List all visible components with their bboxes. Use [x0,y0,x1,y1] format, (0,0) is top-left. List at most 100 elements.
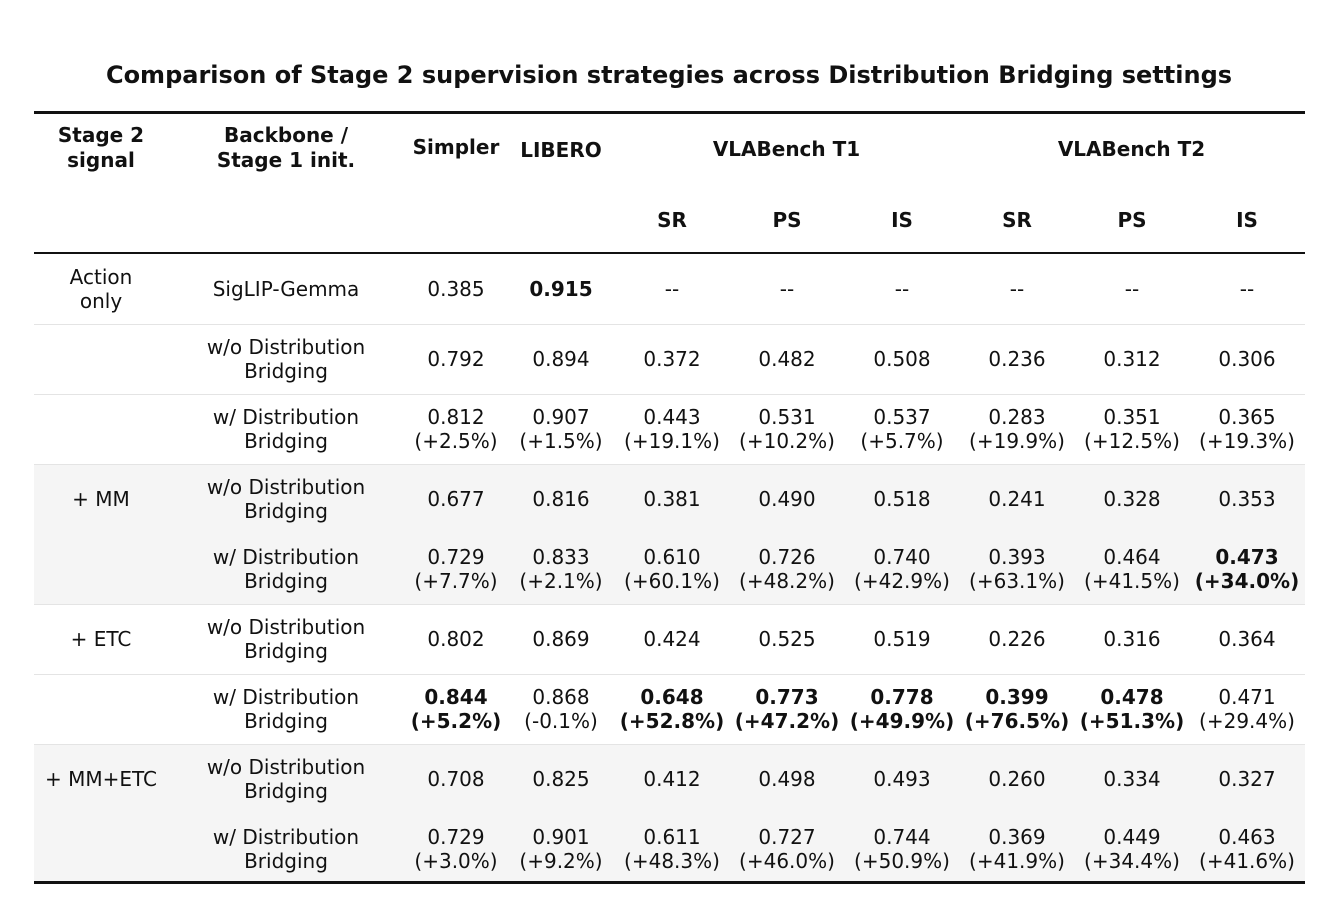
row-signal-line: only [79,289,123,313]
value-t2-is-line: 0.353 [1218,487,1276,511]
row-backbone-line: SigLIP-Gemma [212,277,360,301]
value-t2-sr: 0.236 [959,324,1075,394]
value-simpler-line: 0.729 [427,545,485,569]
value-t1-ps-line: 0.498 [758,767,816,791]
value-t1-sr: 0.372 [614,324,730,394]
row-signal-line: Action [69,265,133,289]
value-t1-is-line: -- [894,277,910,301]
row-backbone: SigLIP-Gemma [186,254,386,324]
value-t2-sr-line: 0.241 [988,487,1046,511]
value-libero-line: (+2.1%) [519,569,603,593]
value-t2-is: 0.471 (+29.4%) [1189,674,1305,744]
value-t2-ps: 0.334 [1074,744,1190,814]
value-t1-ps: 0.531 (+10.2%) [729,394,845,464]
header-t2-sr: SR [1002,208,1032,232]
value-libero: 0.816 [503,464,619,534]
table-row: + MM+ETC w/o Distribution Bridging 0.708 0.8… [34,744,1305,814]
row-backbone-line: Bridging [244,499,328,523]
value-t1-is-line: 0.537 [873,405,931,429]
value-t2-sr: 0.241 [959,464,1075,534]
header-simpler: Simpler [412,135,500,159]
header-t2-ps: PS [1117,208,1147,232]
bottom-rule [34,881,1305,884]
value-t2-is-line: (+34.0%) [1194,569,1300,593]
value-simpler-line: 0.729 [427,825,485,849]
row-backbone-line: Bridging [244,779,328,803]
value-libero: 0.901 (+9.2%) [503,814,619,884]
value-simpler-line: 0.708 [427,767,485,791]
value-libero-line: 0.868 [532,685,590,709]
value-t1-sr-line: 0.611 [643,825,701,849]
value-t1-sr: 0.424 [614,604,730,674]
value-simpler-line: 0.812 [427,405,485,429]
value-t1-is-line: 0.519 [873,627,931,651]
value-t2-sr: 0.226 [959,604,1075,674]
value-simpler-line: (+2.5%) [414,429,498,453]
value-t2-sr-line: (+76.5%) [964,709,1070,733]
value-t1-is-line: (+42.9%) [854,569,950,593]
value-t1-sr-line: 0.412 [643,767,701,791]
value-t1-is-line: 0.493 [873,767,931,791]
value-t2-sr: -- [959,254,1075,324]
value-libero-line: 0.869 [532,627,590,651]
value-t2-is: -- [1189,254,1305,324]
value-t2-ps-line: 0.316 [1103,627,1161,651]
value-t2-ps-line: 0.449 [1103,825,1161,849]
table-row: w/ Distribution Bridging 0.729 (+3.0%) 0.901… [34,814,1305,884]
value-t1-is-line: 0.508 [873,347,931,371]
value-t1-is: 0.508 [844,324,960,394]
value-t1-ps: 0.727 (+46.0%) [729,814,845,884]
table-row: w/ Distribution Bridging 0.844 (+5.2%) 0.868… [34,674,1305,744]
value-t1-is: 0.778 (+49.9%) [844,674,960,744]
value-simpler-line: 0.792 [427,347,485,371]
value-libero-line: 0.907 [532,405,590,429]
header-stage2-signal: Stage 2 signal [34,123,168,173]
top-rule [34,111,1305,114]
value-simpler-line: (+5.2%) [410,709,502,733]
value-t2-is: 0.306 [1189,324,1305,394]
row-backbone-line: w/o Distribution [206,475,366,499]
row-backbone-line: Bridging [244,639,328,663]
value-simpler: 0.792 [398,324,514,394]
value-libero: 0.869 [503,604,619,674]
value-t1-ps-line: (+46.0%) [739,849,835,873]
value-t1-ps-line: 0.726 [758,545,816,569]
value-simpler-line: (+3.0%) [414,849,498,873]
value-simpler: 0.729 (+7.7%) [398,534,514,604]
value-t2-is-line: 0.471 [1218,685,1276,709]
row-backbone-line: Bridging [244,359,328,383]
value-t2-is: 0.365 (+19.3%) [1189,394,1305,464]
value-t1-sr: -- [614,254,730,324]
table-row: Action only SigLIP-Gemma 0.385 0.915 -- -- -- --… [34,254,1305,324]
value-t2-sr-line: (+63.1%) [969,569,1065,593]
row-backbone-line: Bridging [244,429,328,453]
table-row: + ETC w/o Distribution Bridging 0.802 0.869 0… [34,604,1305,674]
value-t1-is-line: (+49.9%) [849,709,955,733]
value-t2-is-line: (+29.4%) [1199,709,1295,733]
value-t1-ps: 0.482 [729,324,845,394]
row-signal [34,324,168,394]
value-libero-line: 0.915 [529,277,593,301]
value-t1-is: 0.740 (+42.9%) [844,534,960,604]
value-libero-line: (-0.1%) [524,709,598,733]
value-t2-is-line: 0.327 [1218,767,1276,791]
value-t2-sr: 0.393 (+63.1%) [959,534,1075,604]
value-simpler: 0.802 [398,604,514,674]
row-divider [34,464,1305,465]
row-backbone-line: w/ Distribution [212,405,360,429]
value-t2-ps: 0.328 [1074,464,1190,534]
value-t2-ps-line: (+12.5%) [1084,429,1180,453]
header-stage2-signal-line: signal [67,148,135,172]
header-backbone: Backbone / Stage 1 init. [186,123,386,173]
value-simpler: 0.677 [398,464,514,534]
value-t1-ps-line: 0.482 [758,347,816,371]
value-t1-is: 0.493 [844,744,960,814]
value-libero: 0.868 (-0.1%) [503,674,619,744]
row-signal: + MM+ETC [34,744,168,814]
row-backbone: w/o Distribution Bridging [186,464,386,534]
value-t1-is-line: 0.740 [873,545,931,569]
row-backbone: w/o Distribution Bridging [186,604,386,674]
value-t2-ps-line: 0.334 [1103,767,1161,791]
value-t1-sr: 0.381 [614,464,730,534]
row-signal-line: + MM+ETC [44,767,158,791]
